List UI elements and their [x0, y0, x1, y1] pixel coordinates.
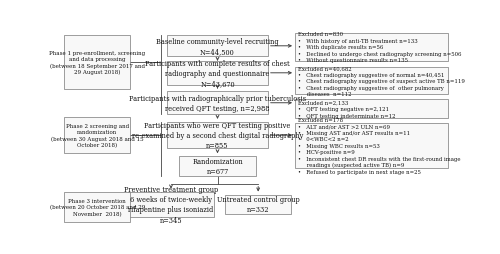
- Text: Excluded n=178
•   ALT and/or AST >2 ULN n=69
•   Missing AST and/or AST results: Excluded n=178 • ALT and/or AST >2 ULN n…: [298, 118, 460, 174]
- Text: Randomization
n=677: Randomization n=677: [192, 157, 243, 176]
- FancyBboxPatch shape: [225, 195, 291, 214]
- Text: Phase 2 screening and
randomization
(between 30 August 2018 and 15
October 2018): Phase 2 screening and randomization (bet…: [51, 123, 144, 148]
- Text: Preventive treatment group
6 weeks of twice-weekly
rifapentine plus isoniazid
n=: Preventive treatment group 6 weeks of tw…: [124, 185, 218, 224]
- Text: Untreated control group
n=332: Untreated control group n=332: [217, 196, 300, 214]
- FancyBboxPatch shape: [295, 123, 448, 168]
- Text: Excluded n=40,682
•   Chest radiography suggestive of normal n=40,451
•   Chest : Excluded n=40,682 • Chest radiography su…: [298, 66, 465, 97]
- FancyBboxPatch shape: [167, 122, 268, 149]
- FancyBboxPatch shape: [167, 92, 268, 115]
- FancyBboxPatch shape: [295, 68, 448, 95]
- FancyBboxPatch shape: [295, 100, 448, 118]
- Text: Participants who were QFT testing positive
re-examined by a second chest digital: Participants who were QFT testing positi…: [132, 122, 303, 150]
- FancyBboxPatch shape: [179, 157, 256, 176]
- FancyBboxPatch shape: [64, 192, 130, 222]
- FancyBboxPatch shape: [128, 192, 214, 217]
- FancyBboxPatch shape: [295, 34, 448, 62]
- Text: Participants with radiographically prior tuberculosis
received QFT testing, n=2,: Participants with radiographically prior…: [129, 94, 306, 112]
- FancyBboxPatch shape: [167, 62, 268, 85]
- FancyBboxPatch shape: [64, 118, 130, 154]
- FancyBboxPatch shape: [167, 36, 268, 57]
- Text: Excluded n=830
•   With history of anti-TB treatment n=133
•   With duplicate re: Excluded n=830 • With history of anti-TB…: [298, 32, 462, 63]
- Text: Phase 3 intervention
(between 20 October 2018 and 29
November  2018): Phase 3 intervention (between 20 October…: [50, 198, 145, 216]
- Text: Excluded n=2,133
•   QFT testing negative n=2,121
•   QFT testing indeterminate : Excluded n=2,133 • QFT testing negative …: [298, 100, 396, 118]
- Text: Phase 1 pre-enrollment, screening
and data processing
(between 18 September 2017: Phase 1 pre-enrollment, screening and da…: [50, 50, 146, 75]
- FancyBboxPatch shape: [64, 36, 130, 89]
- Text: Baseline community-level recruiting
N=44,500: Baseline community-level recruiting N=44…: [156, 38, 279, 56]
- Text: Participants with complete results of chest
radiography and questionnaire
N=43,6: Participants with complete results of ch…: [145, 59, 290, 88]
